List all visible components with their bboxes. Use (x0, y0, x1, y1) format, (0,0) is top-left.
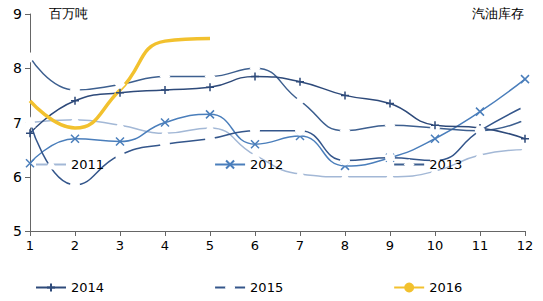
svg-text:10: 10 (427, 238, 444, 253)
svg-text:百万吨: 百万吨 (49, 6, 88, 21)
svg-text:11: 11 (472, 238, 489, 253)
svg-text:2011: 2011 (71, 157, 104, 172)
svg-text:6: 6 (13, 169, 22, 185)
svg-text:5: 5 (206, 238, 214, 253)
svg-text:9: 9 (386, 238, 394, 253)
svg-text:2013: 2013 (429, 157, 462, 172)
svg-text:12: 12 (517, 238, 534, 253)
svg-text:5: 5 (13, 223, 22, 239)
svg-text:3: 3 (116, 238, 124, 253)
svg-text:7: 7 (296, 238, 304, 253)
svg-text:8: 8 (341, 238, 349, 253)
svg-text:2015: 2015 (250, 280, 283, 295)
svg-text:2012: 2012 (250, 157, 283, 172)
svg-text:2016: 2016 (429, 280, 462, 295)
svg-text:1: 1 (26, 238, 34, 253)
svg-text:8: 8 (13, 60, 22, 76)
svg-text:6: 6 (251, 238, 259, 253)
svg-text:2014: 2014 (71, 280, 104, 295)
svg-text:9: 9 (13, 6, 22, 22)
svg-text:2: 2 (71, 238, 79, 253)
svg-text:7: 7 (13, 115, 22, 131)
svg-text:汽油库存: 汽油库存 (472, 6, 524, 21)
svg-text:4: 4 (161, 238, 169, 253)
